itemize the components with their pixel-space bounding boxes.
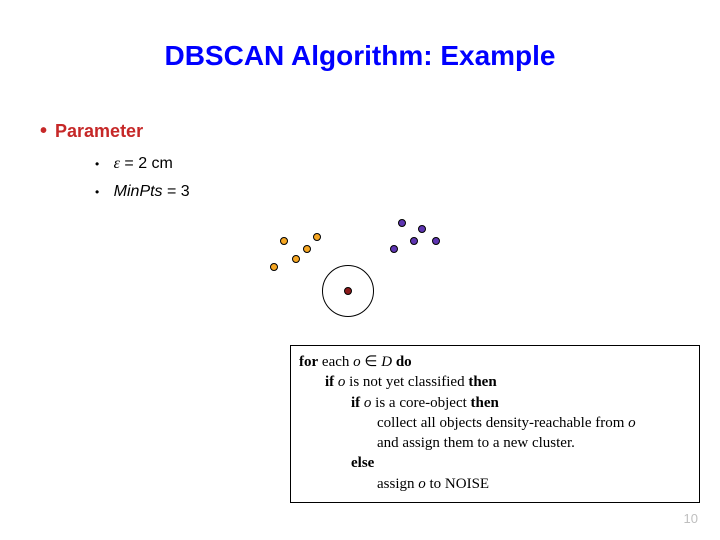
txt: assign [377, 476, 418, 492]
algo-line-7: assign o to NOISE [299, 474, 691, 494]
txt: is not yet classified [345, 374, 468, 390]
bullet-dot: • [40, 120, 47, 142]
section-heading-text: Parameter [55, 121, 143, 141]
section-heading: • Parameter [40, 120, 143, 143]
param-minpts: MinPts = 3 [95, 183, 190, 201]
kw-then: then [471, 395, 499, 411]
slide-title: DBSCAN Algorithm: Example [0, 0, 720, 72]
algo-line-1: for each o ∈ D do [299, 352, 691, 372]
algorithm-box: for each o ∈ D do if o is not yet classi… [290, 345, 700, 503]
epsilon-value: = 2 cm [120, 155, 173, 172]
purple-point-4 [432, 237, 440, 245]
algo-line-5: and assign them to a new cluster. [299, 433, 691, 453]
txt: and assign them to a new cluster. [377, 435, 575, 451]
purple-point-0 [398, 219, 406, 227]
sym-in: ∈ [361, 354, 382, 370]
center-point [344, 287, 352, 295]
txt: collect all objects density-reachable fr… [377, 415, 628, 431]
var-o: o [353, 354, 361, 370]
minpts-label: MinPts [114, 183, 163, 200]
purple-point-3 [390, 245, 398, 253]
txt: is a core-object [371, 395, 470, 411]
orange-point-3 [303, 245, 311, 253]
algo-line-2: if o is not yet classified then [299, 372, 691, 392]
kw-for: for [299, 354, 318, 370]
param-epsilon: ε = 2 cm [95, 155, 190, 173]
purple-point-1 [418, 225, 426, 233]
kw-else: else [351, 455, 374, 471]
kw-if: if [351, 395, 364, 411]
purple-point-2 [410, 237, 418, 245]
page-number: 10 [684, 511, 698, 526]
algo-line-6: else [299, 453, 691, 473]
minpts-value: = 3 [163, 183, 190, 200]
var-o: o [418, 476, 426, 492]
var-o: o [628, 415, 636, 431]
txt: each [318, 354, 353, 370]
orange-point-1 [292, 255, 300, 263]
kw-then: then [468, 374, 496, 390]
parameter-list: ε = 2 cm MinPts = 3 [95, 155, 190, 211]
kw-do: do [392, 354, 412, 370]
algo-line-3: if o is a core-object then [299, 393, 691, 413]
orange-point-2 [270, 263, 278, 271]
orange-point-4 [313, 233, 321, 241]
var-d: D [381, 354, 392, 370]
txt: to NOISE [426, 476, 489, 492]
scatter-diagram [250, 215, 510, 325]
kw-if: if [325, 374, 338, 390]
orange-point-0 [280, 237, 288, 245]
algo-line-4: collect all objects density-reachable fr… [299, 413, 691, 433]
